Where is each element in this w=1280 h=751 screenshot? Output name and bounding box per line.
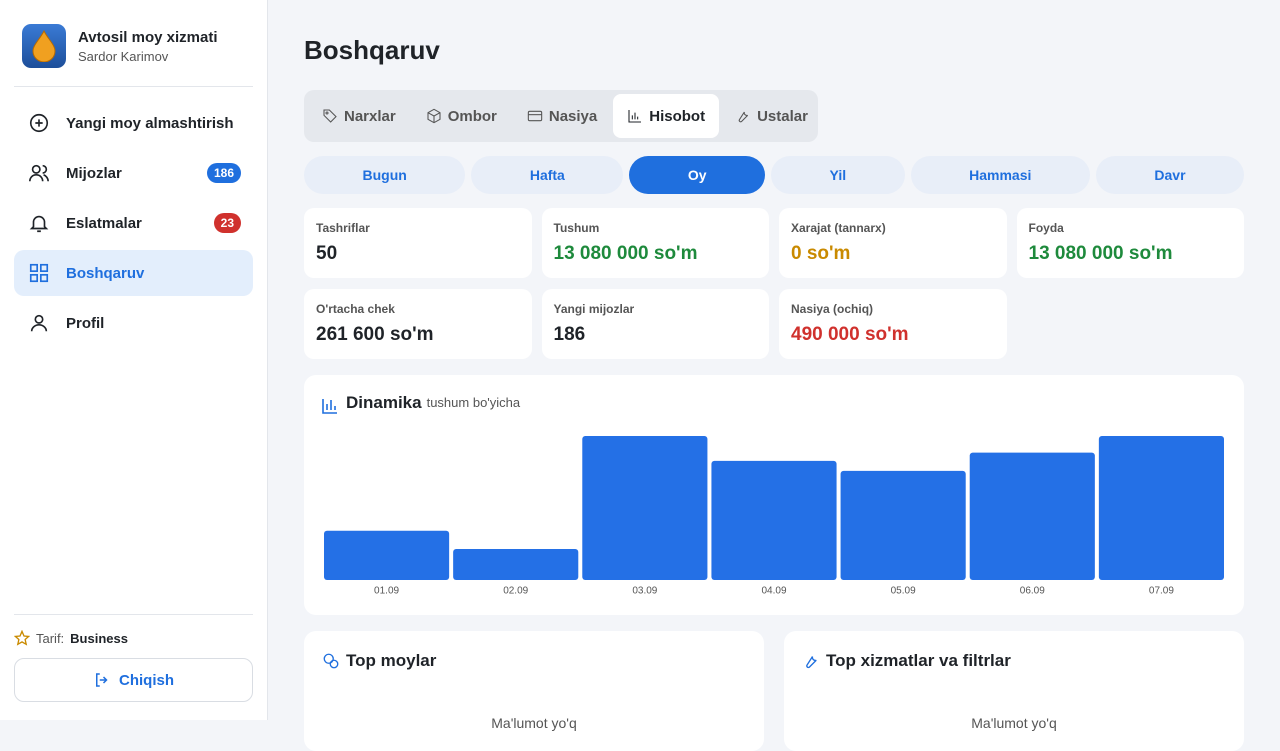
bar: [969, 452, 1095, 580]
divider: [14, 86, 253, 87]
panel-title: Top xizmatlar va filtrlar: [826, 651, 1011, 670]
tab[interactable]: Narxlar: [308, 94, 410, 138]
period-button[interactable]: Hafta: [471, 156, 624, 194]
chart-title: Dinamika tushum bo'yicha: [346, 393, 521, 412]
period-button[interactable]: Davr: [1095, 156, 1245, 194]
x-tick-label: 04.09: [761, 586, 786, 597]
stat-card: O'rtacha chek 261 600 so'm: [304, 289, 532, 359]
badge: 23: [213, 213, 241, 233]
nav-item[interactable]: Yangi moy almashtirish: [14, 100, 253, 146]
stat-card: Tushum 13 080 000 so'm: [541, 208, 769, 278]
stat-value: 490 000 so'm: [791, 324, 909, 345]
stat-value: 261 600 so'm: [316, 324, 434, 345]
period-button[interactable]: Yil: [771, 156, 905, 194]
chart-subtitle: tushum bo'yicha: [427, 395, 521, 410]
bar: [324, 530, 450, 580]
stat-value: 186: [553, 324, 586, 345]
tab-label: Hisobot: [649, 107, 706, 125]
x-tick-label: 07.09: [1149, 586, 1174, 597]
empty-state: Ma'lumot yo'q: [491, 715, 577, 731]
x-tick-label: 01.09: [374, 586, 399, 597]
panel-title: Top moylar: [346, 651, 437, 670]
brand: Avtosil moy xizmati Sardor Karimov: [22, 24, 217, 68]
logout-button[interactable]: Chiqish: [14, 658, 253, 702]
nav-label: Yangi moy almashtirish: [66, 114, 234, 132]
tab-label: Nasiya: [548, 107, 598, 125]
stat-value: 0 so'm: [791, 243, 851, 264]
badge: 186: [206, 163, 241, 183]
panel: Top moylar Ma'lumot yo'q: [304, 631, 764, 751]
nav: Yangi moy almashtirish Mijozlar 186 Eslat…: [14, 100, 253, 350]
stat-card: Tashriflar 50: [304, 208, 532, 278]
tab[interactable]: Hisobot: [613, 94, 720, 138]
user-name: Sardor Karimov: [78, 48, 169, 64]
tab-label: Ustalar: [757, 107, 808, 125]
x-tick-label: 06.09: [1020, 586, 1045, 597]
bar: [840, 470, 966, 580]
stat-label: Yangi mijozlar: [553, 302, 635, 316]
plan: Tarif: Business: [14, 630, 128, 646]
nav-item[interactable]: Boshqaruv: [14, 250, 253, 296]
period-button[interactable]: Bugun: [304, 156, 466, 194]
nav-label: Eslatmalar: [66, 214, 142, 232]
period-button[interactable]: Hammasi: [910, 156, 1090, 194]
bar: [453, 548, 579, 580]
stat-label: Xarajat (tannarx): [791, 221, 886, 235]
bar: [582, 436, 708, 580]
logo: [22, 24, 66, 68]
stat-card: Xarajat (tannarx) 0 so'm: [779, 208, 1007, 278]
stat-card: Yangi mijozlar 186: [541, 289, 769, 359]
brand-title: Avtosil moy xizmati: [78, 28, 218, 46]
tab-label: Narxlar: [344, 107, 396, 125]
plan-label: Tarif:: [36, 630, 65, 646]
tab-label: Ombor: [447, 107, 497, 125]
bar: [1098, 436, 1224, 580]
logout-label: Chiqish: [119, 671, 174, 689]
panel: Top xizmatlar va filtrlar Ma'lumot yo'q: [784, 631, 1244, 751]
divider: [14, 614, 253, 615]
page: Boshqaruv {"sidebar": {"brand": {"title"…: [0, 0, 1245, 751]
x-tick-label: 02.09: [503, 586, 528, 597]
stat-label: Nasiya (ochiq): [791, 302, 874, 316]
stat-value: 50: [316, 243, 338, 264]
x-tick-label: 05.09: [891, 586, 916, 597]
stat-label: Tushum: [553, 221, 600, 235]
tab[interactable]: Nasiya: [513, 94, 611, 138]
stat-card: Foyda 13 080 000 so'm: [1016, 208, 1244, 278]
plan-value: Business: [70, 630, 128, 646]
nav-item[interactable]: Profil: [14, 300, 253, 346]
bar: [711, 460, 837, 580]
period-selector: Bugun Hafta Oy Yil Hammasi Davr: [304, 156, 1245, 194]
nav-label: Profil: [66, 314, 105, 332]
chart-icon: [322, 399, 337, 414]
stat-label: Foyda: [1028, 221, 1064, 235]
page-title: Boshqaruv: [304, 35, 440, 65]
sidebar: Avtosil moy xizmati Sardor Karimov Yangi…: [0, 0, 268, 720]
stat-value: 13 080 000 so'm: [1028, 243, 1173, 264]
stat-card: Nasiya (ochiq) 490 000 so'm: [779, 289, 1007, 359]
tab[interactable]: Ombor: [412, 94, 511, 138]
stat-label: O'rtacha chek: [316, 302, 395, 316]
nav-label: Mijozlar: [66, 164, 122, 182]
nav-item[interactable]: Eslatmalar 23: [14, 200, 253, 246]
stat-label: Tashriflar: [316, 221, 370, 235]
tabs: Narxlar Ombor Nasiya Hisobot Ustalar: [304, 90, 818, 142]
x-tick-label: 03.09: [632, 586, 657, 597]
chart-title-text: Dinamika: [346, 393, 422, 412]
empty-state: Ma'lumot yo'q: [971, 715, 1057, 731]
chart-card: Dinamika tushum bo'yicha 01.09 02.09 03.09 0…: [304, 375, 1244, 615]
tab[interactable]: Ustalar: [721, 94, 822, 138]
stats: Tashriflar 50 Tushum 13 080 000 so'm Xarajat…: [304, 208, 1244, 359]
app: Avtosil moy xizmati Sardor Karimov Yangi…: [0, 0, 1245, 751]
period-button[interactable]: Oy: [629, 156, 766, 194]
stat-value: 13 080 000 so'm: [553, 243, 698, 264]
nav-label: Boshqaruv: [66, 264, 145, 282]
nav-item[interactable]: Mijozlar 186: [14, 150, 253, 196]
